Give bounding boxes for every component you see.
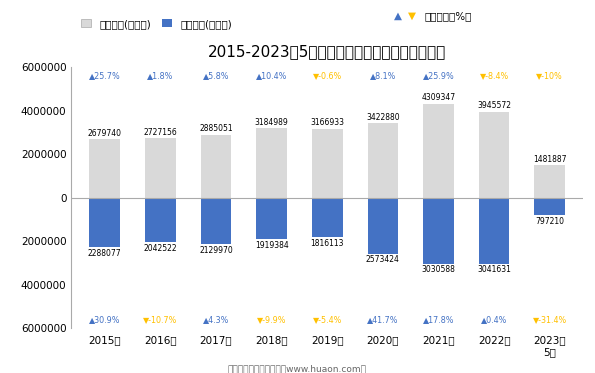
Bar: [312, 129, 343, 198]
Text: 制图：华经产业研究院（www.huaon.com）: 制图：华经产业研究院（www.huaon.com）: [228, 364, 367, 373]
Text: 同比增速（%）: 同比增速（%）: [424, 11, 472, 21]
Text: 3422880: 3422880: [366, 113, 400, 122]
Bar: [256, 128, 287, 198]
Text: 2727156: 2727156: [143, 128, 177, 137]
Text: ▼: ▼: [408, 11, 416, 21]
Text: 1919384: 1919384: [255, 241, 289, 250]
Text: ▼-9.9%: ▼-9.9%: [257, 315, 286, 325]
Text: 3184989: 3184989: [255, 118, 289, 127]
Bar: [145, 138, 176, 198]
Text: 1816113: 1816113: [311, 239, 344, 248]
Bar: [534, 166, 565, 198]
Title: 2015-2023年5月郑州新郑综合保税区进、出口额: 2015-2023年5月郑州新郑综合保税区进、出口额: [208, 44, 446, 59]
Bar: [256, 198, 287, 239]
Text: ▲0.4%: ▲0.4%: [481, 315, 508, 325]
Text: ▲41.7%: ▲41.7%: [367, 315, 399, 325]
Legend: 出口总额(万美元), 进口总额(万美元): 出口总额(万美元), 进口总额(万美元): [77, 15, 236, 33]
Text: 3030588: 3030588: [421, 265, 455, 274]
Text: ▲10.4%: ▲10.4%: [256, 71, 287, 80]
Text: 3041631: 3041631: [477, 266, 511, 275]
Text: 1481887: 1481887: [533, 155, 566, 164]
Text: ▲4.3%: ▲4.3%: [203, 315, 229, 325]
Text: 2288077: 2288077: [88, 249, 121, 258]
Text: ▲30.9%: ▲30.9%: [89, 315, 121, 325]
Bar: [479, 198, 509, 264]
Bar: [423, 104, 454, 198]
Text: 2042522: 2042522: [143, 244, 177, 253]
Text: ▼-5.4%: ▼-5.4%: [312, 315, 342, 325]
Bar: [368, 198, 398, 254]
Bar: [201, 198, 231, 244]
Text: ▲17.8%: ▲17.8%: [422, 315, 454, 325]
Text: 3945572: 3945572: [477, 101, 511, 110]
Bar: [201, 135, 231, 198]
Text: ▼-10%: ▼-10%: [536, 71, 563, 80]
Bar: [534, 198, 565, 215]
Text: ▲25.9%: ▲25.9%: [422, 71, 455, 80]
Bar: [145, 198, 176, 242]
Text: ▼-10.7%: ▼-10.7%: [143, 315, 177, 325]
Text: ▼-0.6%: ▼-0.6%: [312, 71, 342, 80]
Bar: [312, 198, 343, 237]
Text: 2573424: 2573424: [366, 255, 400, 264]
Text: ▲8.1%: ▲8.1%: [369, 71, 396, 80]
Text: ▲1.8%: ▲1.8%: [147, 71, 174, 80]
Bar: [479, 112, 509, 198]
Bar: [368, 123, 398, 198]
Text: ▲5.8%: ▲5.8%: [203, 71, 229, 80]
Text: ▼-31.4%: ▼-31.4%: [533, 315, 567, 325]
Text: 2129970: 2129970: [199, 245, 233, 254]
Text: 2885051: 2885051: [199, 124, 233, 134]
Text: 3166933: 3166933: [310, 118, 345, 127]
Bar: [423, 198, 454, 264]
Text: ▲: ▲: [394, 11, 402, 21]
Bar: [89, 198, 120, 247]
Text: 797210: 797210: [536, 217, 564, 226]
Text: 4309347: 4309347: [421, 93, 456, 103]
Text: ▲25.7%: ▲25.7%: [89, 71, 121, 80]
Text: ▼-8.4%: ▼-8.4%: [480, 71, 509, 80]
Bar: [89, 140, 120, 198]
Text: 2679740: 2679740: [88, 129, 122, 138]
